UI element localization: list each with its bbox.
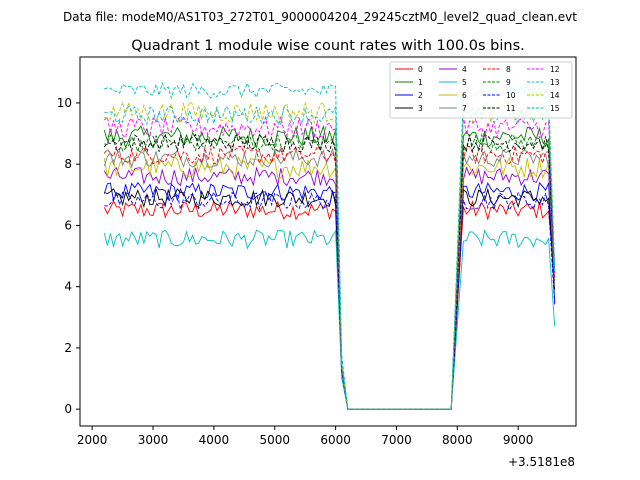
y-tick-label: 10 [57, 96, 72, 110]
legend-label-9: 9 [506, 78, 511, 87]
series-line-5 [103, 229, 556, 410]
x-tick-label: 5000 [259, 433, 290, 447]
plot-area [103, 81, 556, 410]
x-tick-label: 2000 [77, 433, 108, 447]
legend-box [389, 61, 573, 119]
legend-label-7: 7 [462, 104, 467, 113]
y-tick-label: 6 [64, 218, 72, 232]
x-tick-label: 7000 [381, 433, 412, 447]
legend-label-3: 3 [418, 104, 423, 113]
legend-label-1: 1 [418, 78, 423, 87]
legend-label-4: 4 [462, 65, 467, 74]
series-line-12 [103, 115, 556, 410]
legend-label-5: 5 [462, 78, 467, 87]
x-tick-label: 8000 [442, 433, 473, 447]
legend-label-10: 10 [506, 91, 516, 100]
legend-label-2: 2 [418, 91, 423, 100]
axes-frame [79, 56, 577, 427]
legend-label-6: 6 [462, 91, 467, 100]
y-tick-label: 0 [64, 402, 72, 416]
legend-label-15: 15 [550, 104, 560, 113]
x-tick-label: 3000 [138, 433, 169, 447]
y-tick-label: 2 [64, 341, 72, 355]
legend-label-14: 14 [550, 91, 560, 100]
legend-label-11: 11 [506, 104, 516, 113]
series-line-11 [103, 132, 556, 410]
legend-label-0: 0 [418, 65, 423, 74]
series-line-6 [103, 155, 556, 410]
x-tick-label: 9000 [503, 433, 534, 447]
y-tick-label: 8 [64, 157, 72, 171]
legend-label-13: 13 [550, 78, 560, 87]
suptitle: Data file: modeM0/AS1T03_272T01_90000042… [63, 10, 577, 24]
series-line-7 [103, 147, 556, 410]
x-tick-label: 6000 [320, 433, 351, 447]
chart-title: Quadrant 1 module wise count rates with … [131, 38, 525, 54]
legend-label-12: 12 [550, 65, 560, 74]
series-line-2 [103, 181, 556, 410]
series-line-4 [103, 166, 556, 410]
x-tick-label: 4000 [199, 433, 230, 447]
series-line-9 [104, 133, 556, 410]
y-tick-label: 4 [64, 280, 72, 294]
series-line-0 [103, 199, 556, 410]
x-offset-label: +3.5181e8 [508, 455, 575, 469]
legend-label-8: 8 [506, 65, 511, 74]
axes-ticks: 2000 3000 4000 5000 6000 7000 8000 9000 0 2 4 6 8 10 [57, 96, 534, 447]
series-line-10 [104, 191, 556, 410]
series-line-15 [104, 105, 556, 410]
